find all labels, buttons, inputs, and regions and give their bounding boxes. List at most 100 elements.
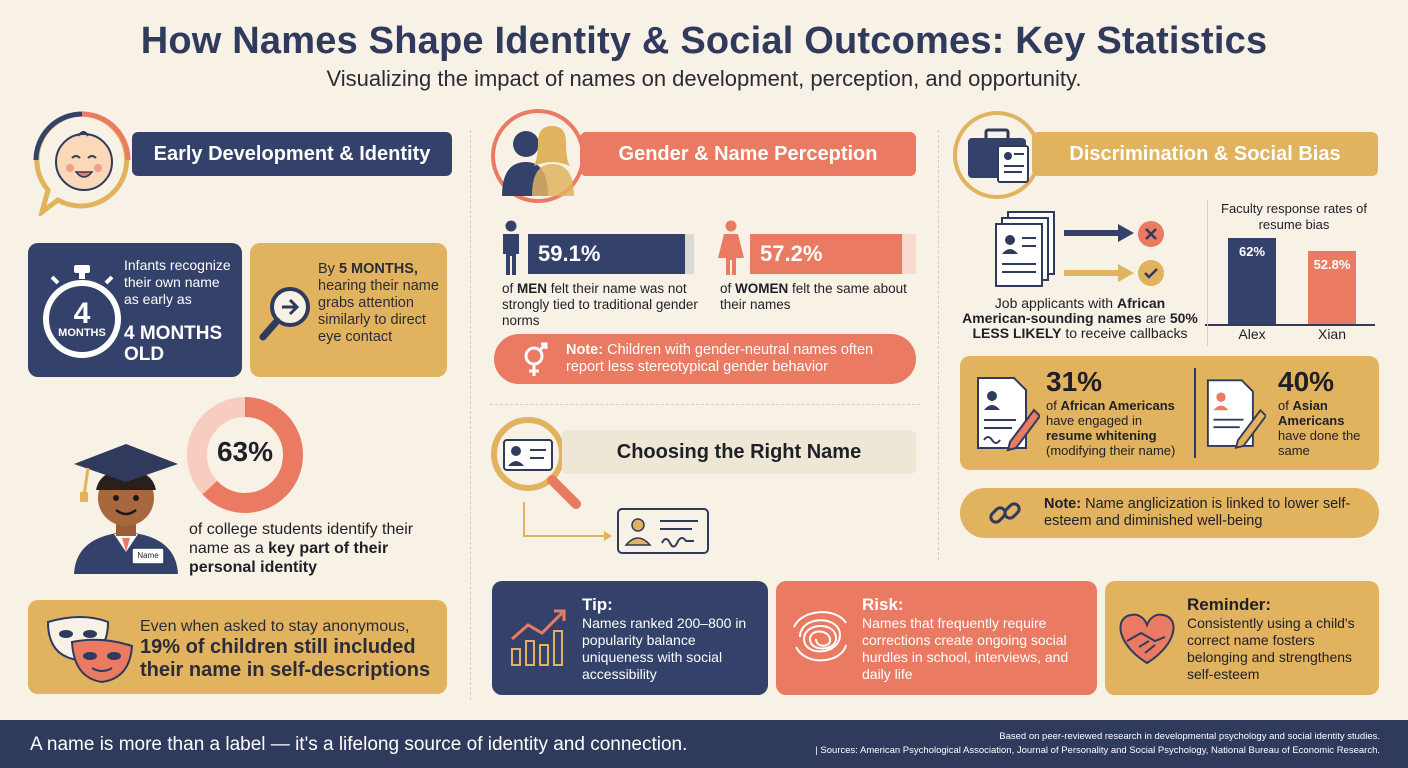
men-text: felt their name was not strongly tied to…: [502, 281, 698, 328]
discrimination-banner: Discrimination & Social Bias: [1032, 132, 1378, 176]
gold-arrow: [1064, 262, 1134, 284]
id-card-icon: [616, 507, 710, 555]
heart-hands-icon: [1115, 607, 1179, 667]
women-text: felt the same about their names: [720, 281, 907, 312]
navy-arrow: [1064, 222, 1134, 244]
risk-text: Names that frequently require correction…: [862, 615, 1069, 682]
early-development-banner: Early Development & Identity: [132, 132, 452, 176]
bias-category-alex: Alex: [1238, 326, 1266, 342]
infant-recognition-card: 4 MONTHS Infants recognize their own nam…: [28, 243, 242, 377]
page-subtitle: Visualizing the impact of names on devel…: [326, 66, 1082, 91]
tangle-icon: [790, 607, 852, 669]
resume-pen-icon: [976, 374, 1042, 454]
briefcase-icon: [952, 108, 1042, 202]
column-divider-left: [470, 130, 471, 700]
donut-value: 63%: [216, 436, 274, 467]
infant-highlight: 4 MONTHS OLD: [124, 323, 223, 365]
resume-pen-icon: [1206, 374, 1268, 454]
five-months-prefix: By: [318, 261, 335, 277]
identity-donut-chart: [186, 396, 304, 514]
stat1-suffix: (modifying their name): [1046, 443, 1176, 458]
growth-chart-icon: [508, 607, 568, 667]
job-text-1: Job applicants with: [994, 295, 1114, 311]
stat2-group: Asian Americans: [1278, 398, 1345, 428]
bias-bar-xian: 52.8%: [1308, 251, 1356, 324]
woman-icon: [716, 220, 746, 276]
anonymous-text: Even when asked to stay anonymous,: [140, 618, 410, 635]
five-months-text: hearing their name grabs attention simil…: [318, 278, 439, 345]
footer-note-1: Based on peer-reviewed research in devel…: [999, 731, 1380, 742]
anglicization-note-label: Note:: [1044, 496, 1082, 512]
men-value: 59.1%: [538, 241, 601, 266]
college-text: of college students identify their name …: [189, 521, 414, 557]
bias-chart-title: Faculty response rates of resume bias: [1221, 201, 1367, 232]
man-icon: [498, 220, 524, 276]
people-silhouette-icon: [490, 108, 586, 204]
gender-banner: Gender & Name Perception: [580, 132, 916, 176]
reminder-card: Reminder: Consistently using a child's c…: [1105, 581, 1379, 695]
graduate-icon: [66, 440, 186, 578]
women-prefix: of: [720, 281, 732, 296]
footer-note-2: | Sources: American Psychological Associ…: [815, 745, 1380, 756]
men-bar-track: 59.1%: [528, 234, 694, 274]
tip-text: Names ranked 200–800 in popularity balan…: [582, 615, 747, 682]
five-months-highlight: 5 MONTHS,: [338, 261, 418, 277]
stat1-value: 31%: [1046, 366, 1103, 397]
anglicization-note: Note: Name anglicization is linked to lo…: [960, 488, 1379, 538]
job-highlight-1: African American-sounding names: [962, 295, 1166, 326]
footer: A name is more than a label — it's a lif…: [0, 720, 1408, 768]
anonymous-highlight: 19% of children still included their nam…: [140, 636, 431, 681]
choosing-banner: Choosing the Right Name: [562, 430, 916, 474]
five-months-card: By 5 MONTHS, hearing their name grabs at…: [250, 243, 447, 377]
tip-title: Tip:: [582, 595, 613, 614]
stat1-highlight: resume whitening: [1046, 428, 1157, 443]
baby-face-icon: [28, 108, 136, 219]
middle-divider: [490, 404, 920, 405]
women-bar-track: 57.2%: [750, 234, 916, 274]
bias-chart-baseline: [1205, 324, 1375, 326]
bias-bar-label-xian: 52.8%: [1313, 257, 1351, 272]
timer-unit: MONTHS: [58, 327, 106, 339]
women-bar-fill: 57.2%: [750, 234, 902, 274]
reminder-title: Reminder:: [1187, 595, 1272, 614]
stopwatch-icon: [40, 263, 124, 359]
men-prefix: of: [502, 281, 514, 296]
men-bar-fill: 59.1%: [528, 234, 685, 274]
college-highlight: key part of their personal identity: [189, 540, 389, 576]
anonymous-card: Even when asked to stay anonymous, 19% o…: [28, 600, 447, 694]
page-title: How Names Shape Identity & Social Outcom…: [140, 20, 1268, 62]
stat2-value: 40%: [1278, 366, 1335, 397]
resume-whitening-card: 31% of African Americans have engaged in…: [960, 356, 1379, 470]
anglicization-note-text: Name anglicization is linked to lower se…: [1044, 496, 1351, 529]
men-label: MEN: [517, 281, 548, 296]
job-text-3: to receive callbacks: [1065, 325, 1188, 341]
stat1-prefix: of: [1046, 398, 1057, 413]
x-mark-icon: [1136, 219, 1166, 249]
column-divider-right: [938, 130, 939, 560]
bias-chart-divider: [1207, 200, 1208, 346]
donut-arc: [187, 397, 303, 513]
reminder-text: Consistently using a child's correct nam…: [1187, 615, 1355, 682]
broken-chain-icon: [988, 496, 1022, 530]
gender-note-text: Children with gender-neutral names often…: [566, 342, 874, 375]
risk-card: Risk: Names that frequently require corr…: [776, 581, 1097, 695]
job-text-2: are: [1145, 310, 1166, 326]
resume-stack-icon: [994, 210, 1058, 290]
magnifier-arrow-icon: [258, 285, 312, 341]
stat1-mid: have engaged in: [1046, 413, 1143, 428]
women-value: 57.2%: [760, 241, 823, 266]
gender-neutral-icon: [522, 342, 548, 378]
stat-divider: [1194, 368, 1196, 458]
gender-note: Note: Children with gender-neutral names…: [494, 334, 916, 384]
job-highlight-2: 50% LESS LIKELY: [972, 310, 1198, 341]
bias-bar-label-alex: 62%: [1238, 244, 1266, 259]
bias-chart: 62% 52.8%: [1212, 238, 1372, 324]
bias-category-xian: Xian: [1317, 326, 1347, 342]
bias-bar-alex: 62%: [1228, 238, 1276, 324]
stat2-prefix: of: [1278, 398, 1289, 413]
risk-title: Risk:: [862, 595, 904, 614]
masks-icon: [42, 612, 138, 686]
gender-note-label: Note:: [566, 342, 604, 358]
stat2-suffix: have done the same: [1278, 428, 1361, 458]
women-label: WOMEN: [735, 281, 789, 296]
